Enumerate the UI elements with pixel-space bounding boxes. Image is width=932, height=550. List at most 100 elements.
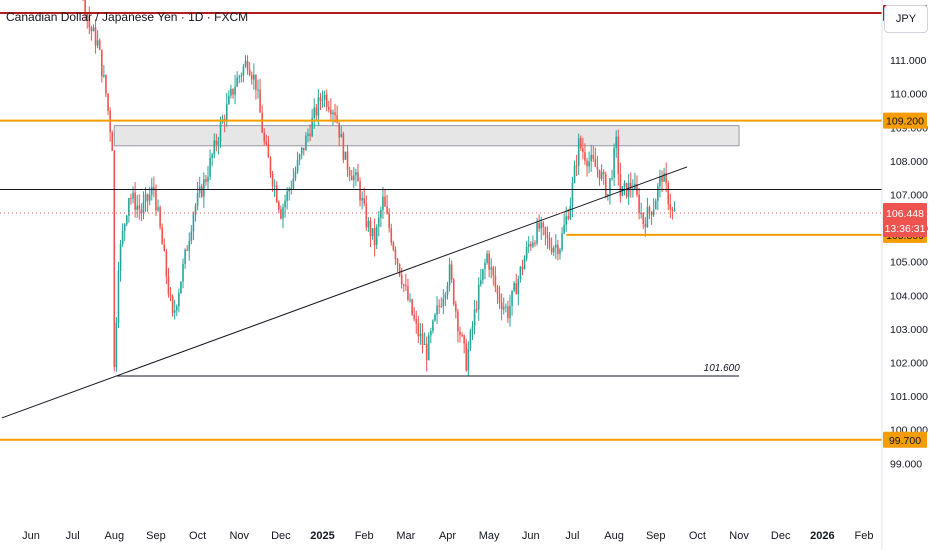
candle — [577, 133, 580, 175]
candle-body — [205, 179, 207, 182]
candle — [386, 194, 388, 215]
candle — [532, 235, 534, 249]
candle — [452, 278, 455, 307]
candle-body — [575, 165, 578, 167]
candle-body — [286, 191, 288, 201]
candle — [359, 177, 361, 207]
candle — [153, 176, 155, 198]
candle — [357, 163, 359, 182]
candle — [392, 240, 395, 252]
candle — [654, 198, 657, 210]
candle — [257, 79, 259, 99]
candle-body — [577, 138, 580, 166]
candle — [167, 267, 170, 298]
time-tick-label: Apr — [439, 530, 456, 542]
candle-body — [411, 299, 413, 315]
candle — [498, 285, 501, 309]
candle — [115, 317, 118, 372]
candle-body — [538, 222, 540, 229]
supply-zone-group — [113, 125, 740, 147]
candle — [205, 175, 207, 186]
candle — [644, 217, 647, 237]
candle-body — [661, 176, 663, 182]
candle — [546, 226, 549, 249]
candle-body — [521, 267, 524, 269]
candle — [296, 151, 299, 174]
candle-body — [548, 238, 551, 248]
candle-body — [244, 61, 247, 67]
candle — [550, 237, 553, 255]
candle-body — [509, 305, 511, 319]
candle — [442, 289, 445, 315]
candle — [623, 180, 626, 196]
candle-body — [159, 207, 161, 228]
candle-body — [461, 334, 463, 336]
candle-body — [669, 204, 672, 210]
candle — [182, 258, 184, 289]
candle-body — [471, 326, 474, 331]
candle — [477, 277, 480, 321]
time-tick-label: Oct — [189, 530, 206, 542]
candle — [134, 182, 136, 218]
candle-body — [436, 305, 438, 315]
candle — [617, 129, 620, 186]
candle-body — [280, 209, 282, 219]
candle-body — [350, 175, 353, 181]
candle-body — [434, 314, 436, 321]
candle-body — [165, 251, 168, 277]
candle — [638, 187, 640, 220]
candle-body — [644, 223, 647, 228]
candle — [111, 130, 114, 151]
candle-body — [488, 253, 490, 270]
candle-body — [134, 192, 136, 210]
candle — [438, 299, 440, 314]
candle — [236, 71, 238, 88]
candle — [542, 221, 545, 236]
candle-body — [515, 283, 518, 295]
candle-body — [96, 40, 99, 46]
candle — [363, 187, 365, 207]
candle-body — [642, 213, 645, 224]
candle — [450, 260, 453, 283]
time-tick-label: Aug — [105, 530, 125, 542]
candle-body — [86, 14, 89, 17]
candle-body — [336, 115, 338, 123]
candle — [425, 336, 428, 372]
candle — [448, 257, 451, 292]
candle-body — [161, 227, 163, 245]
candle — [598, 169, 601, 186]
candle — [315, 103, 318, 121]
time-tick-label: Oct — [689, 530, 706, 542]
candle-body — [665, 173, 667, 184]
time-tick-label: Jun — [22, 530, 40, 542]
currency-button[interactable]: JPY — [884, 5, 928, 33]
candle-body — [671, 209, 674, 211]
candle — [573, 160, 576, 184]
candle-body — [200, 186, 203, 197]
last-price-tag — [883, 203, 927, 238]
candle-body — [396, 259, 399, 264]
candle — [294, 166, 297, 182]
candle-body — [265, 141, 268, 145]
candle-body — [173, 310, 176, 313]
candle-body — [427, 335, 430, 360]
candle — [613, 143, 615, 187]
candle-body — [467, 348, 470, 371]
candle — [629, 172, 632, 198]
candle-body — [663, 173, 665, 182]
candle-body — [446, 285, 449, 295]
candle — [107, 93, 109, 115]
candle-body — [188, 241, 191, 251]
candle-body — [402, 284, 405, 286]
candle — [232, 88, 234, 99]
candle-body — [327, 106, 330, 110]
candle — [646, 197, 649, 228]
candle — [567, 209, 570, 221]
candle-body — [330, 109, 332, 115]
candle-body — [423, 343, 426, 345]
candle — [188, 232, 191, 261]
candle-body — [175, 306, 178, 311]
candle-body — [359, 181, 361, 201]
candle — [350, 169, 353, 181]
